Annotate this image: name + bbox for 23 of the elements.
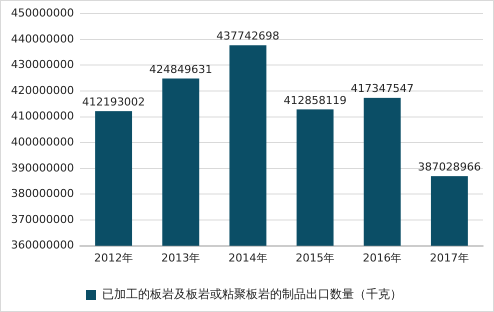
x-tick-label: 2014年 xyxy=(228,251,268,264)
y-tick-label: 440000000 xyxy=(10,32,74,46)
data-label: 437742698 xyxy=(216,30,280,43)
x-tick-label: 2016年 xyxy=(362,251,402,264)
y-tick-label: 400000000 xyxy=(10,135,74,148)
legend-label: 已加工的板岩及板岩或粘聚板岩的制品出口数量（千克） xyxy=(102,287,402,302)
x-tick-label: 2012年 xyxy=(94,251,134,264)
x-tick-label: 2015年 xyxy=(296,251,335,264)
data-label: 417347547 xyxy=(350,82,414,96)
data-label: 424849631 xyxy=(149,62,212,76)
data-label: 387028966 xyxy=(418,160,481,174)
y-tick-label: 410000000 xyxy=(10,110,74,123)
data-label: 412858119 xyxy=(284,94,347,107)
y-tick-label: 360000000 xyxy=(10,238,74,252)
y-tick-label: 390000000 xyxy=(10,161,74,174)
y-tick-label: 450000000 xyxy=(10,6,74,20)
data-label: 412193002 xyxy=(82,96,146,108)
y-tick-label: 370000000 xyxy=(10,212,74,226)
y-tick-label: 420000000 xyxy=(10,84,74,97)
y-tick-label: 380000000 xyxy=(10,187,74,200)
x-tick-label: 2017年 xyxy=(430,251,469,264)
y-tick-label: 430000000 xyxy=(10,58,74,72)
x-tick-label: 2013年 xyxy=(161,251,200,264)
